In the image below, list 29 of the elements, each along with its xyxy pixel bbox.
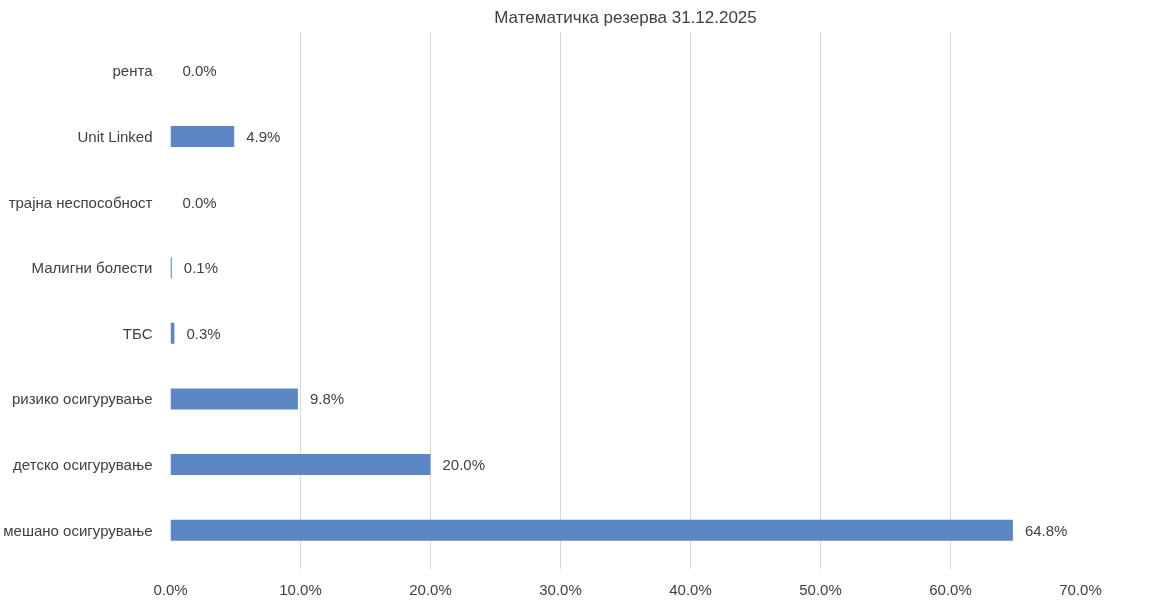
x-tick-label: 40.0% <box>669 580 712 598</box>
y-tick-label: Малигни болести <box>31 259 153 277</box>
x-tick-label: 10.0% <box>279 580 322 598</box>
bar <box>170 125 235 147</box>
y-tick-label: ризико осигурување <box>11 390 153 408</box>
y-tick-label: детско осигурување <box>13 456 153 474</box>
data-label: 64.8% <box>1024 521 1068 539</box>
x-tick-label: 0.0% <box>153 580 188 598</box>
data-label: 4.9% <box>246 127 281 145</box>
data-label: 0.3% <box>186 324 221 342</box>
x-tick-label: 70.0% <box>1059 580 1102 598</box>
data-label: 0.0% <box>182 193 217 211</box>
data-label: 0.0% <box>182 62 217 80</box>
x-tick-label: 20.0% <box>409 580 452 598</box>
data-label: 0.1% <box>183 259 218 277</box>
bar <box>170 388 298 410</box>
y-tick-label: мешано осигурување <box>3 521 153 539</box>
data-label: 9.8% <box>309 390 345 408</box>
x-tick-label: 50.0% <box>799 580 842 598</box>
x-tick-label: 30.0% <box>539 580 582 598</box>
data-label: 20.0% <box>442 456 486 474</box>
y-tick-label: трајна неспособност <box>8 193 153 211</box>
y-tick-label: рента <box>112 62 154 80</box>
bar <box>170 519 1013 541</box>
y-tick-label: ТБС <box>122 324 153 342</box>
x-tick-label: 60.0% <box>929 580 972 598</box>
y-tick-label: Unit Linked <box>77 127 153 145</box>
bar <box>170 454 431 476</box>
chart-title: Математичка резерва 31.12.2025 <box>494 7 757 27</box>
